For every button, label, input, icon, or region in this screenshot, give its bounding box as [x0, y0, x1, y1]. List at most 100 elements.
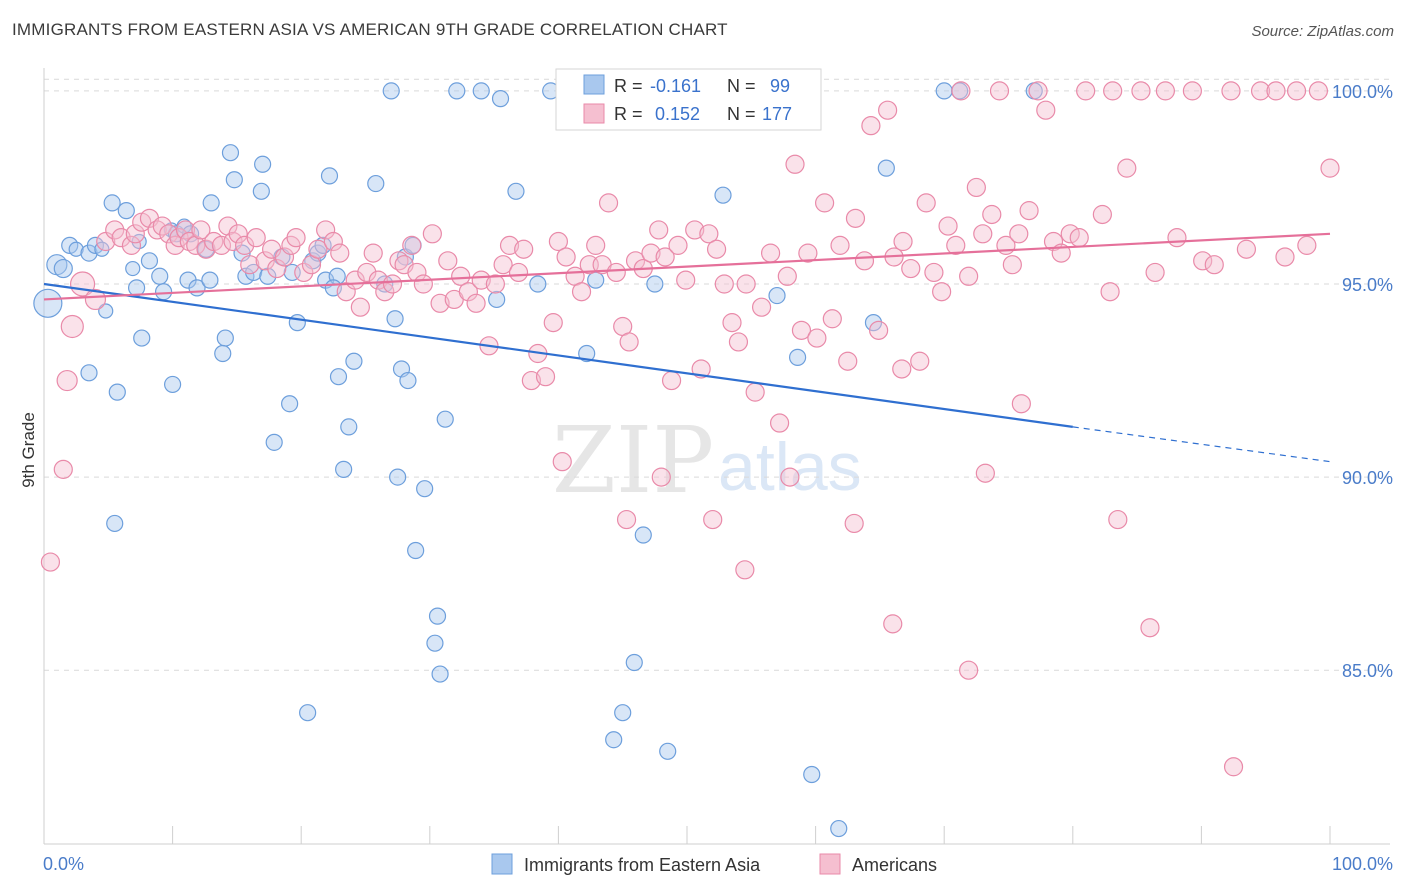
point-americans — [105, 220, 125, 240]
point-americans — [736, 274, 756, 294]
point-americans — [651, 467, 671, 487]
stats-r-value-2: 0.152 — [655, 104, 700, 124]
point-americans — [1308, 81, 1329, 101]
point-americans — [751, 297, 772, 317]
point-americans — [1092, 204, 1112, 225]
point-americans — [893, 231, 913, 252]
stats-swatch-pink — [583, 103, 605, 124]
point-americans — [1275, 247, 1295, 267]
point-americans — [413, 274, 433, 294]
point-immigrants — [345, 352, 363, 370]
point-americans — [722, 313, 742, 333]
trendline-immigrants — [43, 282, 1073, 428]
point-immigrants — [68, 241, 84, 257]
point-americans — [916, 193, 936, 213]
point-immigrants — [877, 159, 895, 177]
point-immigrants — [659, 742, 677, 760]
stats-n-value-1: 99 — [770, 76, 790, 96]
point-immigrants — [288, 314, 306, 332]
point-americans — [598, 193, 619, 213]
point-americans — [218, 216, 238, 236]
point-americans — [235, 235, 255, 255]
point-immigrants — [329, 368, 348, 386]
point-americans — [228, 224, 248, 244]
point-immigrants — [214, 344, 232, 363]
point-immigrants — [151, 267, 169, 285]
point-americans — [246, 228, 266, 248]
point-immigrants — [252, 182, 270, 200]
y-tick-label: 85.0% — [1342, 661, 1393, 681]
legend-label-immigrants: Immigrants from Eastern Asia — [524, 855, 761, 875]
point-immigrants — [80, 364, 98, 382]
point-americans — [735, 560, 755, 580]
point-immigrants — [614, 704, 632, 722]
point-americans — [982, 204, 1002, 225]
point-americans — [616, 509, 637, 530]
point-americans — [691, 359, 711, 379]
point-americans — [745, 382, 765, 402]
point-americans — [1286, 81, 1307, 101]
point-immigrants — [202, 194, 220, 212]
point-americans — [822, 309, 842, 329]
point-americans — [514, 239, 534, 259]
point-americans — [40, 552, 61, 572]
stats-r-value-1: -0.161 — [650, 76, 701, 96]
point-americans — [368, 270, 388, 290]
point-americans — [1028, 81, 1048, 101]
point-americans — [883, 614, 903, 634]
point-americans — [125, 224, 145, 244]
point-immigrants — [133, 329, 151, 347]
point-americans — [1320, 158, 1340, 178]
point-americans — [286, 228, 306, 248]
point-immigrants — [299, 704, 317, 722]
point-immigrants — [407, 541, 425, 560]
point-americans — [1297, 235, 1317, 255]
point-americans — [699, 224, 719, 244]
point-americans — [389, 251, 409, 271]
point-americans — [466, 293, 486, 313]
point-americans — [1131, 81, 1151, 101]
point-americans — [53, 459, 73, 479]
point-immigrants — [646, 275, 664, 293]
point-americans — [1036, 100, 1056, 120]
point-immigrants — [488, 290, 506, 309]
point-americans — [844, 513, 864, 534]
point-americans — [350, 297, 370, 317]
point-americans — [892, 359, 912, 379]
point-americans — [798, 243, 818, 263]
point-americans — [363, 243, 383, 263]
point-americans — [655, 247, 675, 267]
point-americans — [1069, 228, 1089, 248]
point-immigrants — [634, 526, 652, 544]
point-immigrants — [426, 634, 444, 652]
point-americans — [471, 270, 491, 290]
point-americans — [430, 293, 450, 313]
point-immigrants — [108, 383, 126, 401]
point-americans — [714, 274, 734, 294]
legend-swatch-americans — [819, 853, 841, 875]
point-immigrants — [281, 395, 299, 413]
point-americans — [946, 235, 966, 255]
point-americans — [294, 262, 314, 283]
gridlines — [44, 78, 1390, 671]
point-americans — [274, 247, 295, 267]
point-americans — [1266, 81, 1286, 101]
point-americans — [807, 328, 827, 348]
point-americans — [815, 193, 835, 213]
point-americans — [1193, 251, 1213, 271]
point-immigrants — [197, 240, 215, 258]
point-americans — [521, 370, 541, 391]
watermark-atlas: atlas — [718, 429, 862, 505]
point-immigrants — [340, 418, 358, 436]
point-americans — [571, 282, 592, 302]
point-immigrants — [605, 731, 623, 749]
point-immigrants — [164, 375, 182, 394]
point-americans — [685, 220, 705, 240]
point-americans — [676, 270, 696, 290]
point-americans — [769, 413, 790, 433]
point-americans — [438, 251, 458, 271]
point-americans — [1223, 757, 1244, 777]
point-immigrants — [320, 167, 339, 185]
point-immigrants — [803, 765, 821, 784]
point-americans — [706, 239, 727, 259]
